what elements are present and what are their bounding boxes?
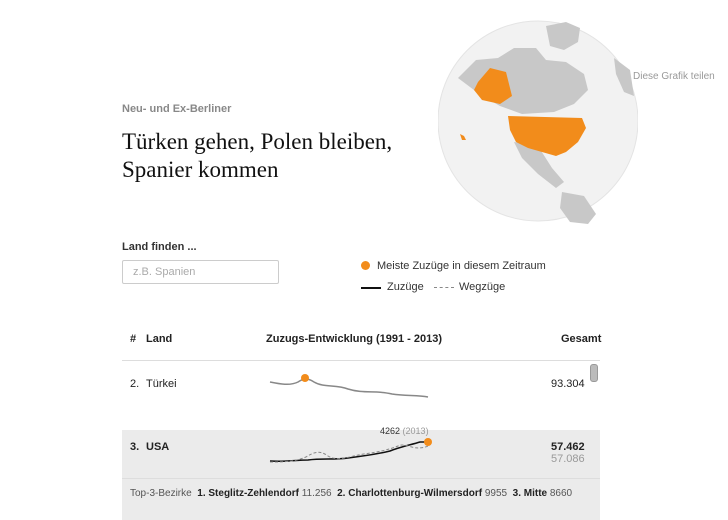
- legend-max-dot: [361, 261, 370, 270]
- row-country: Türkei: [146, 378, 177, 390]
- globe-map: [438, 20, 638, 224]
- country-alaska: [474, 68, 512, 104]
- row-rank: 3.: [130, 441, 140, 453]
- annotation-year: (2013): [402, 426, 429, 436]
- legend-zuzuege-label: Zuzüge: [387, 281, 424, 293]
- search-input[interactable]: [122, 260, 279, 284]
- bezirk-value: 8660: [549, 488, 573, 499]
- legend-max-label: Meiste Zuzüge in diesem Zeitraum: [377, 260, 546, 272]
- landmass-mexico: [514, 142, 564, 188]
- column-header-country[interactable]: Land: [146, 333, 173, 345]
- legend-zuzuege-line: [361, 287, 381, 289]
- legend-wegzuege-line: [434, 287, 454, 288]
- column-header-trend[interactable]: Zuzugs-Entwicklung (1991 - 2013): [266, 333, 443, 345]
- annotation-value: 4262: [380, 426, 401, 436]
- scrollbar-track[interactable]: [590, 362, 598, 520]
- annotation-label: 4262 (2013): [380, 426, 429, 436]
- row-total: 93.304: [551, 378, 585, 390]
- max-marker: [424, 438, 432, 446]
- row-rank: 2.: [130, 378, 140, 390]
- row-total: 57.462: [551, 441, 585, 453]
- bezirk-value: 11.256: [301, 488, 332, 499]
- row-divider: [122, 478, 600, 479]
- landmass-greenland: [546, 22, 580, 50]
- header-divider: [122, 360, 600, 361]
- table-row-usa[interactable]: [122, 430, 600, 520]
- bezirke-label: Top-3-Bezirke: [130, 488, 192, 499]
- row-country: USA: [146, 441, 170, 453]
- legend-wegzuege-label: Wegzüge: [459, 281, 506, 293]
- bezirk-name: 1. Steglitz-Zehlendorf: [197, 488, 299, 499]
- landmass-europe: [614, 58, 634, 96]
- landmass-south-america: [560, 192, 596, 224]
- share-link[interactable]: Diese Grafik teilen: [633, 71, 715, 82]
- page-title: Türken gehen, Polen bleiben, Spanier kom…: [122, 129, 393, 182]
- bezirk-value: 9955: [484, 488, 508, 499]
- country-usa: [508, 116, 586, 156]
- column-header-total[interactable]: Gesamt: [561, 333, 602, 345]
- bezirk-name: 3. Mitte: [512, 488, 548, 499]
- sparkline-tuerkei: [269, 374, 429, 398]
- row-total-wegzuege: 57.086: [551, 453, 585, 465]
- bezirk-name: 2. Charlottenburg-Wilmersdorf: [337, 488, 483, 499]
- country-hawaii: [460, 134, 466, 140]
- scrollbar-thumb[interactable]: [590, 364, 598, 382]
- kicker: Neu- und Ex-Berliner: [122, 103, 232, 115]
- bezirke-line: Top-3-Bezirke 1. Steglitz-Zehlendorf 11.…: [130, 488, 572, 499]
- sparkline-usa: [269, 438, 432, 463]
- column-header-rank[interactable]: #: [130, 333, 137, 345]
- max-marker: [301, 374, 309, 382]
- search-label: Land finden ...: [122, 241, 197, 253]
